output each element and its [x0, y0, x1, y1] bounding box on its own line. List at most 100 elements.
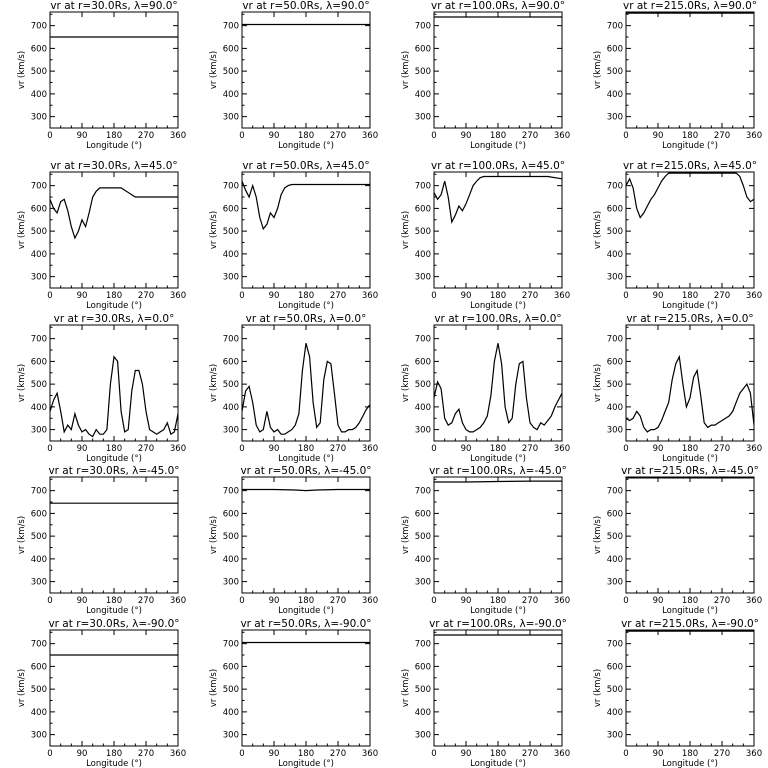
x-tick-label: 90 [77, 131, 88, 141]
y-tick-label: 400 [223, 403, 239, 413]
x-tick-label: 180 [490, 131, 506, 141]
x-tick-label: 270 [330, 291, 346, 301]
y-tick-label: 400 [607, 250, 623, 260]
chart-title: vr at r=215.0Rs, λ=45.0° [623, 160, 757, 172]
y-axis-label: vr (km/s) [17, 669, 27, 707]
y-tick-label: 500 [31, 227, 47, 237]
x-tick-label: 0 [47, 131, 52, 141]
x-tick-label: 0 [239, 444, 244, 454]
chart-title: vr at r=100.0Rs, λ=-45.0° [429, 465, 567, 477]
x-axis-label: Longitude (°) [278, 454, 334, 464]
x-axis-label: Longitude (°) [86, 759, 142, 768]
y-tick-label: 600 [607, 662, 623, 672]
y-tick-label: 300 [607, 273, 623, 283]
x-tick-label: 0 [431, 291, 436, 301]
x-axis-label: Longitude (°) [470, 301, 526, 311]
chart-panel: vr at r=30.0Rs, λ=45.0° 0 90 180 270 360 300 40… [17, 160, 186, 311]
y-tick-label: 300 [415, 273, 431, 283]
y-tick-label: 500 [607, 227, 623, 237]
y-tick-label: 400 [607, 555, 623, 565]
chart-panel: vr at r=50.0Rs, λ=90.0° 0 90 180 270 360 300 40… [209, 0, 378, 151]
y-tick-label: 600 [607, 509, 623, 519]
y-tick-label: 400 [31, 90, 47, 100]
y-tick-label: 400 [31, 708, 47, 718]
y-tick-label: 300 [31, 113, 47, 123]
x-tick-label: 360 [170, 749, 186, 759]
x-tick-label: 360 [554, 291, 570, 301]
x-tick-label: 180 [682, 749, 698, 759]
chart-panel: vr at r=100.0Rs, λ=0.0° 0 90 180 270 360 300 40… [401, 313, 570, 464]
y-tick-label: 300 [223, 113, 239, 123]
x-tick-label: 270 [714, 444, 730, 454]
x-tick-label: 180 [298, 291, 314, 301]
y-tick-label: 700 [223, 335, 239, 345]
y-tick-label: 600 [31, 357, 47, 367]
chart-title: vr at r=100.0Rs, λ=45.0° [431, 160, 565, 172]
y-tick-label: 300 [223, 731, 239, 741]
chart-panel: vr at r=215.0Rs, λ=-45.0° 0 90 180 270 360 300… [593, 465, 762, 616]
x-tick-label: 360 [746, 291, 762, 301]
x-tick-label: 90 [269, 131, 280, 141]
x-tick-label: 270 [714, 131, 730, 141]
y-tick-label: 500 [31, 380, 47, 390]
y-tick-label: 600 [223, 509, 239, 519]
y-tick-label: 500 [607, 685, 623, 695]
x-tick-label: 180 [682, 596, 698, 606]
y-tick-label: 300 [607, 113, 623, 123]
chart-title: vr at r=215.0Rs, λ=-90.0° [621, 618, 759, 630]
chart-panel: vr at r=100.0Rs, λ=-45.0° 0 90 180 270 360 300… [401, 465, 570, 616]
y-tick-label: 600 [31, 662, 47, 672]
chart-title: vr at r=215.0Rs, λ=90.0° [623, 0, 757, 12]
x-tick-label: 90 [461, 131, 472, 141]
x-tick-label: 270 [330, 131, 346, 141]
y-axis-label: vr (km/s) [401, 364, 411, 402]
y-tick-label: 300 [607, 426, 623, 436]
y-tick-label: 400 [223, 555, 239, 565]
y-tick-label: 400 [31, 250, 47, 260]
x-tick-label: 90 [77, 444, 88, 454]
y-tick-label: 700 [415, 335, 431, 345]
x-axis-label: Longitude (°) [278, 606, 334, 616]
y-axis-label: vr (km/s) [593, 211, 603, 249]
x-tick-label: 90 [77, 291, 88, 301]
y-tick-label: 700 [607, 335, 623, 345]
chart-panel: vr at r=50.0Rs, λ=-45.0° 0 90 180 270 360 300 4… [209, 465, 378, 616]
x-tick-label: 0 [239, 596, 244, 606]
plot-frame [49, 476, 179, 594]
x-tick-label: 180 [298, 596, 314, 606]
plot-frame [433, 629, 563, 747]
x-axis-label: Longitude (°) [470, 141, 526, 151]
y-tick-label: 700 [607, 487, 623, 497]
chart-title: vr at r=215.0Rs, λ=0.0° [626, 313, 753, 325]
y-axis-label: vr (km/s) [17, 51, 27, 89]
x-tick-label: 90 [653, 444, 664, 454]
x-tick-label: 0 [623, 131, 628, 141]
x-tick-label: 0 [239, 291, 244, 301]
x-tick-label: 180 [490, 596, 506, 606]
x-tick-label: 90 [269, 291, 280, 301]
y-axis-label: vr (km/s) [209, 211, 219, 249]
x-tick-label: 270 [522, 596, 538, 606]
x-tick-label: 90 [653, 596, 664, 606]
y-axis-label: vr (km/s) [401, 211, 411, 249]
y-tick-label: 700 [415, 487, 431, 497]
plot-frame [625, 324, 755, 442]
plot-frame [625, 629, 755, 747]
y-tick-label: 300 [223, 578, 239, 588]
x-axis-label: Longitude (°) [662, 454, 718, 464]
y-tick-label: 600 [607, 204, 623, 214]
y-tick-label: 400 [415, 708, 431, 718]
chart-panel: vr at r=215.0Rs, λ=-90.0° 0 90 180 270 360 300… [593, 618, 762, 768]
y-tick-label: 700 [415, 640, 431, 650]
y-axis-label: vr (km/s) [209, 516, 219, 554]
y-axis-label: vr (km/s) [593, 516, 603, 554]
series-line [50, 355, 178, 438]
y-tick-label: 300 [607, 578, 623, 588]
x-tick-label: 180 [682, 291, 698, 301]
x-tick-label: 0 [431, 444, 436, 454]
y-tick-label: 300 [31, 273, 47, 283]
y-tick-label: 400 [31, 555, 47, 565]
y-tick-label: 600 [415, 662, 431, 672]
x-axis-label: Longitude (°) [86, 141, 142, 151]
x-tick-label: 90 [269, 444, 280, 454]
